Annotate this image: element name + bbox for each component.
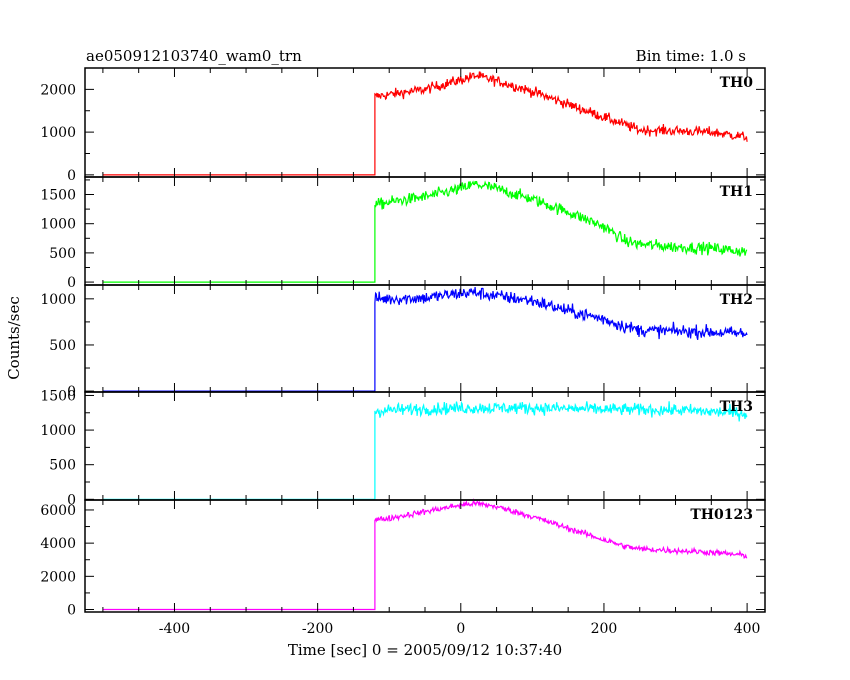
series-line-th0 <box>102 70 748 176</box>
series-line-th1 <box>102 180 748 283</box>
panel-th0: 0 1000 2000 TH0 <box>40 67 766 184</box>
y-tick-label: 6000 <box>40 503 76 519</box>
panel-label-th2: TH2 <box>720 292 753 308</box>
y-tick-label: 0 <box>67 168 76 184</box>
panel-frame <box>84 67 766 178</box>
panel-th3: 0 500 1000 1500 TH3 <box>40 388 766 508</box>
y-tick-label: 2000 <box>40 569 76 585</box>
panel-frame <box>84 499 766 613</box>
y-tick-label: 0 <box>67 603 76 619</box>
x-axis-label: Time [sec] 0 = 2005/09/12 10:37:40 <box>288 641 562 659</box>
chart-title-right: Bin time: 1.0 s <box>636 47 746 65</box>
y-tick-label: 1500 <box>40 388 76 404</box>
y-tick-label: 500 <box>49 458 76 474</box>
y-tick-label: 500 <box>49 338 76 354</box>
y-tick-label: 0 <box>67 275 76 291</box>
y-tick-label: 0 <box>67 492 76 508</box>
panel-label-th1: TH1 <box>720 184 753 200</box>
y-tick-label: 500 <box>49 246 76 262</box>
y-tick-label: 0 <box>67 384 76 400</box>
y-tick-label: 2000 <box>40 82 76 98</box>
x-tick-label: -400 <box>159 621 190 637</box>
y-tick-label: 1500 <box>40 188 76 204</box>
x-tick-label: 200 <box>591 621 618 637</box>
panel-th2: 0 500 1000 TH2 <box>40 284 766 400</box>
series-line-th0123 <box>102 498 748 611</box>
panel-label-th3: TH3 <box>720 399 753 415</box>
y-axis-label: Counts/sec <box>5 296 23 380</box>
series-line-th2 <box>102 287 748 392</box>
series-line-th3 <box>102 400 748 500</box>
panel-label-th0: TH0 <box>720 75 754 91</box>
y-tick-label: 4000 <box>40 536 76 552</box>
panel-label-th0123: TH0123 <box>690 507 753 523</box>
panel-frame <box>84 391 766 501</box>
y-tick-label: 1000 <box>40 217 76 233</box>
x-tick-label: -200 <box>302 621 333 637</box>
y-tick-label: 1000 <box>40 292 76 308</box>
y-tick-label: 1000 <box>40 423 76 439</box>
panel-th1: 0 500 1000 1500 TH1 <box>40 176 766 291</box>
x-tick-label: 400 <box>734 621 761 637</box>
chart-title-left: ae050912103740_wam0_trn <box>86 47 302 65</box>
y-tick-label: 1000 <box>40 125 76 141</box>
x-tick-label: 0 <box>456 621 465 637</box>
panel-th0123: 0 2000 4000 6000 TH0123 <box>40 498 766 619</box>
